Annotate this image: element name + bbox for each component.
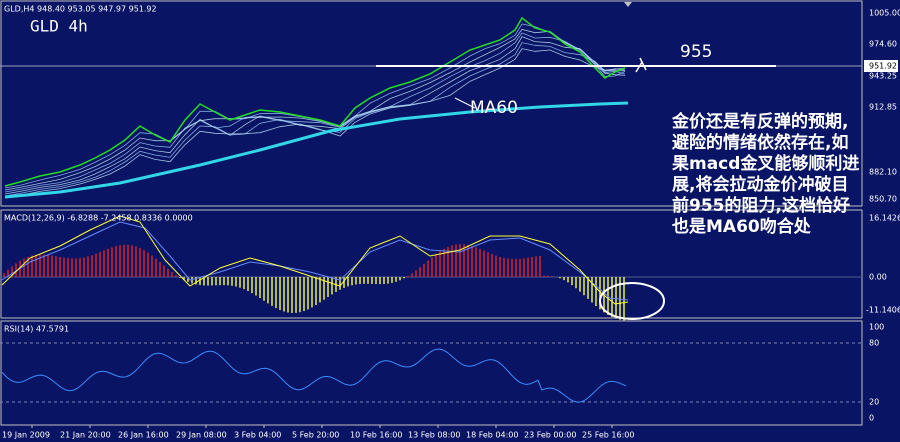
date-label: 21 Jan 20:00 [60, 431, 111, 440]
current-price-box [864, 60, 898, 72]
level-label: 955 [680, 42, 712, 62]
annotation-line: 金价还是有反弹的预期, [671, 111, 848, 132]
annotation-line: 果macd金叉能够顺利进 [672, 153, 859, 174]
rsi-axis-label: 20 [869, 398, 879, 407]
rsi-panel [0, 320, 863, 426]
macd-axis-label: 16.1426 [869, 214, 900, 223]
macd-main [1, 215, 629, 305]
highlight-circle [599, 282, 665, 320]
ma-label: MA60 [470, 98, 518, 118]
rsi-axis-label: 80 [869, 339, 879, 348]
up-arrow [635, 57, 647, 73]
date-label: 13 Feb 08:00 [408, 431, 460, 440]
price-axis-label: 1005.00 [869, 9, 900, 18]
rsi-axis-label: 0 [869, 414, 874, 423]
date-label: 25 Feb 16:00 [582, 431, 634, 440]
shift-marker [624, 2, 632, 7]
rsi-info: RSI(14) 47.5791 [4, 325, 69, 334]
annotation: 金价还是有反弹的预期, 避险的情绪依然存在,如 果macd金叉能够顺利进 展,将… [671, 111, 859, 237]
price-axis-label: 912.85 [869, 103, 897, 112]
date-label: 23 Feb 00:00 [524, 431, 576, 440]
date-label: 29 Jan 08:00 [176, 431, 227, 440]
macd-info: MACD(12,26,9) -6.8288 -7.2458 0.8336 0.0… [4, 214, 193, 223]
annotation-line: 展,将会拉动金价冲破目 [672, 174, 848, 195]
price-axis-label: 882.10 [869, 168, 897, 177]
date-label: 3 Feb 04:00 [234, 431, 281, 440]
rsi-line [1, 348, 627, 403]
price-line [4, 16, 626, 187]
macd-axis-label: 0.00 [869, 273, 887, 282]
annotation-line: 前955的阻力,这档恰好 [672, 195, 850, 216]
date-label: 5 Feb 20:00 [292, 431, 339, 440]
main-panel [0, 0, 863, 207]
symbol-info: GLD,H4 948.40 953.05 947.97 951.92 [4, 5, 157, 14]
price-axis-label: 850.70 [869, 195, 897, 204]
ma-pointer [454, 97, 476, 109]
current-price: 951.92 [869, 62, 897, 71]
date-label: 10 Feb 16:00 [350, 431, 402, 440]
ma60-line [4, 101, 629, 199]
macd-axis-label: -11.1406 [866, 306, 900, 315]
date-label: 26 Jan 16:00 [118, 431, 169, 440]
ma-line [4, 36, 625, 195]
macd-panel [0, 209, 863, 319]
annotation-line: 也是MA60吻合处 [672, 216, 812, 237]
ma-line [4, 48, 626, 199]
ma-line [4, 28, 626, 191]
chart-label: GLD 4h [30, 17, 88, 36]
price-axis-label: 974.60 [869, 40, 897, 49]
date-label: 18 Feb 04:00 [466, 431, 518, 440]
date-label: 19 Jan 2009 [2, 431, 50, 440]
macd-signal [1, 221, 629, 301]
ma-line [4, 32, 626, 193]
date-axis: 19 Jan 2009 21 Jan 20:00 26 Jan 16:00 29 Ja… [2, 425, 634, 440]
annotation-line: 避险的情绪依然存在,如 [672, 132, 848, 153]
rsi-axis-label: 100 [869, 323, 884, 332]
price-axis-label: 943.25 [869, 72, 897, 81]
